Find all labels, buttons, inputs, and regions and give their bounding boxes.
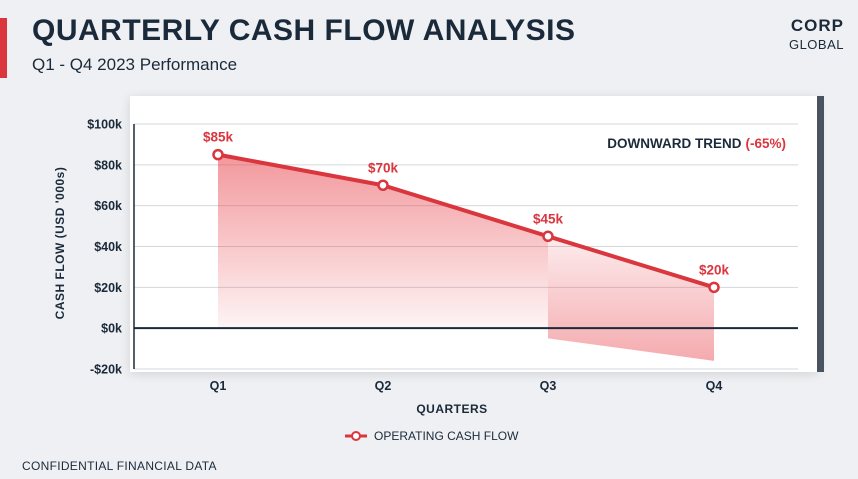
accent-bar <box>0 18 7 78</box>
x-tick-label: Q1 <box>210 379 227 393</box>
data-label: $45k <box>533 211 564 226</box>
y-tick-label: $0k <box>101 322 122 336</box>
y-tick-label: -$20k <box>90 363 122 377</box>
data-point <box>708 281 720 294</box>
y-tick-label: $60k <box>94 199 122 213</box>
trend-annotation-text: DOWNWARD TREND <box>607 136 741 151</box>
trend-annotation: DOWNWARD TREND (-65%) <box>607 136 786 151</box>
x-tick-label: Q3 <box>540 379 557 393</box>
data-point <box>542 230 554 243</box>
area-fill-lower <box>548 236 714 361</box>
data-label: $70k <box>368 160 399 175</box>
data-label: $85k <box>203 130 234 145</box>
logo-main-text: CORP <box>790 16 844 35</box>
series-line-operating-cash-flow <box>216 152 716 290</box>
corp-global-logo: CORP GLOBAL <box>774 16 844 52</box>
x-axis-title: QUARTERS <box>416 402 487 416</box>
y-tick-label: $20k <box>94 281 122 295</box>
chart-panel-edge <box>817 96 824 372</box>
trend-annotation-percent: (-65%) <box>745 136 786 151</box>
legend: OPERATING CASH FLOW <box>345 429 519 443</box>
page-subtitle: Q1 - Q4 2023 Performance <box>32 55 238 74</box>
logo-sub-text: GLOBAL <box>788 37 844 52</box>
y-tick-label: $100k <box>87 118 122 132</box>
legend-marker <box>351 431 361 441</box>
data-point <box>212 148 224 161</box>
data-point <box>377 179 389 191</box>
area-fill-upper <box>218 154 548 329</box>
data-label: $20k <box>699 262 730 277</box>
x-tick-label: Q4 <box>706 379 723 393</box>
x-tick-label: Q2 <box>375 379 392 393</box>
y-tick-label: $40k <box>94 240 122 254</box>
legend-label: OPERATING CASH FLOW <box>374 429 519 443</box>
page-title: QUARTERLY CASH FLOW ANALYSIS <box>32 14 576 47</box>
y-axis-title: CASH FLOW (USD '000s) <box>53 167 67 320</box>
footer-confidential: CONFIDENTIAL FINANCIAL DATA <box>22 459 217 473</box>
y-tick-label: $80k <box>94 158 122 172</box>
